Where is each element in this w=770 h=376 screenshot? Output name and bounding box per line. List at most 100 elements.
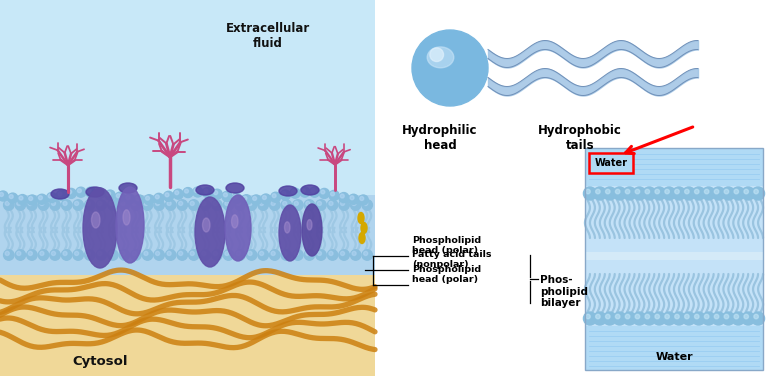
- Circle shape: [235, 250, 245, 260]
- Circle shape: [329, 202, 333, 206]
- Circle shape: [62, 250, 72, 260]
- Circle shape: [213, 202, 217, 206]
- Circle shape: [8, 193, 18, 203]
- Circle shape: [293, 200, 303, 210]
- Circle shape: [134, 195, 144, 205]
- Circle shape: [320, 188, 330, 199]
- Circle shape: [732, 312, 745, 325]
- Circle shape: [306, 202, 310, 206]
- Circle shape: [712, 312, 725, 325]
- Circle shape: [106, 192, 111, 196]
- Circle shape: [665, 314, 669, 319]
- Circle shape: [294, 252, 298, 256]
- Circle shape: [339, 250, 350, 260]
- Circle shape: [294, 202, 298, 206]
- Text: Cytosol: Cytosol: [72, 355, 128, 368]
- Circle shape: [675, 314, 679, 319]
- Circle shape: [179, 252, 182, 256]
- Circle shape: [317, 202, 322, 206]
- Circle shape: [213, 189, 223, 199]
- Circle shape: [625, 189, 630, 194]
- Circle shape: [86, 202, 90, 206]
- Circle shape: [73, 250, 83, 260]
- Circle shape: [682, 187, 695, 200]
- Circle shape: [304, 200, 315, 210]
- Circle shape: [635, 314, 640, 319]
- Circle shape: [17, 202, 21, 206]
- Circle shape: [115, 192, 125, 202]
- Circle shape: [672, 312, 685, 325]
- Circle shape: [189, 250, 199, 260]
- Circle shape: [281, 200, 292, 210]
- FancyBboxPatch shape: [589, 153, 633, 173]
- Circle shape: [121, 252, 125, 256]
- Circle shape: [179, 202, 182, 206]
- Circle shape: [63, 202, 67, 206]
- Text: Phospholipid
head (polar): Phospholipid head (polar): [412, 265, 481, 284]
- Circle shape: [724, 189, 728, 194]
- Circle shape: [270, 200, 280, 210]
- Circle shape: [232, 193, 242, 203]
- Circle shape: [605, 314, 610, 319]
- Circle shape: [66, 188, 76, 199]
- Circle shape: [722, 187, 735, 200]
- Circle shape: [165, 193, 169, 197]
- Circle shape: [126, 196, 130, 200]
- Circle shape: [56, 190, 66, 200]
- Circle shape: [52, 202, 55, 206]
- Circle shape: [146, 196, 149, 200]
- Circle shape: [96, 250, 106, 260]
- Circle shape: [121, 202, 125, 206]
- Circle shape: [52, 252, 55, 256]
- Circle shape: [225, 252, 229, 256]
- Circle shape: [672, 187, 685, 200]
- Circle shape: [594, 312, 606, 325]
- Circle shape: [258, 200, 269, 210]
- Ellipse shape: [427, 47, 454, 68]
- Circle shape: [19, 196, 23, 200]
- Circle shape: [259, 252, 263, 256]
- Circle shape: [246, 250, 256, 260]
- Circle shape: [605, 189, 610, 194]
- Bar: [585, 252, 763, 260]
- Circle shape: [615, 189, 620, 194]
- Circle shape: [665, 189, 669, 194]
- Circle shape: [596, 189, 600, 194]
- Circle shape: [17, 252, 21, 256]
- Circle shape: [316, 200, 326, 210]
- Circle shape: [327, 250, 338, 260]
- Circle shape: [586, 314, 591, 319]
- Circle shape: [734, 314, 738, 319]
- Circle shape: [108, 200, 118, 210]
- Circle shape: [189, 200, 199, 210]
- Circle shape: [623, 312, 636, 325]
- Circle shape: [15, 200, 25, 210]
- Circle shape: [177, 200, 187, 210]
- Circle shape: [744, 314, 748, 319]
- Circle shape: [653, 187, 666, 200]
- Circle shape: [75, 202, 79, 206]
- Circle shape: [685, 189, 689, 194]
- Circle shape: [213, 252, 217, 256]
- Circle shape: [301, 189, 306, 193]
- Circle shape: [156, 195, 159, 199]
- Circle shape: [695, 314, 699, 319]
- Circle shape: [192, 187, 203, 197]
- Circle shape: [754, 189, 758, 194]
- Circle shape: [62, 200, 72, 210]
- Circle shape: [38, 200, 49, 210]
- Circle shape: [144, 252, 148, 256]
- Circle shape: [223, 200, 233, 210]
- Ellipse shape: [203, 218, 210, 232]
- Circle shape: [293, 250, 303, 260]
- Circle shape: [613, 312, 626, 325]
- Circle shape: [662, 312, 675, 325]
- Circle shape: [625, 314, 630, 319]
- Ellipse shape: [359, 232, 365, 244]
- Ellipse shape: [301, 185, 319, 195]
- Circle shape: [715, 314, 719, 319]
- Circle shape: [271, 252, 275, 256]
- Circle shape: [263, 196, 266, 200]
- Circle shape: [283, 202, 286, 206]
- Circle shape: [702, 312, 715, 325]
